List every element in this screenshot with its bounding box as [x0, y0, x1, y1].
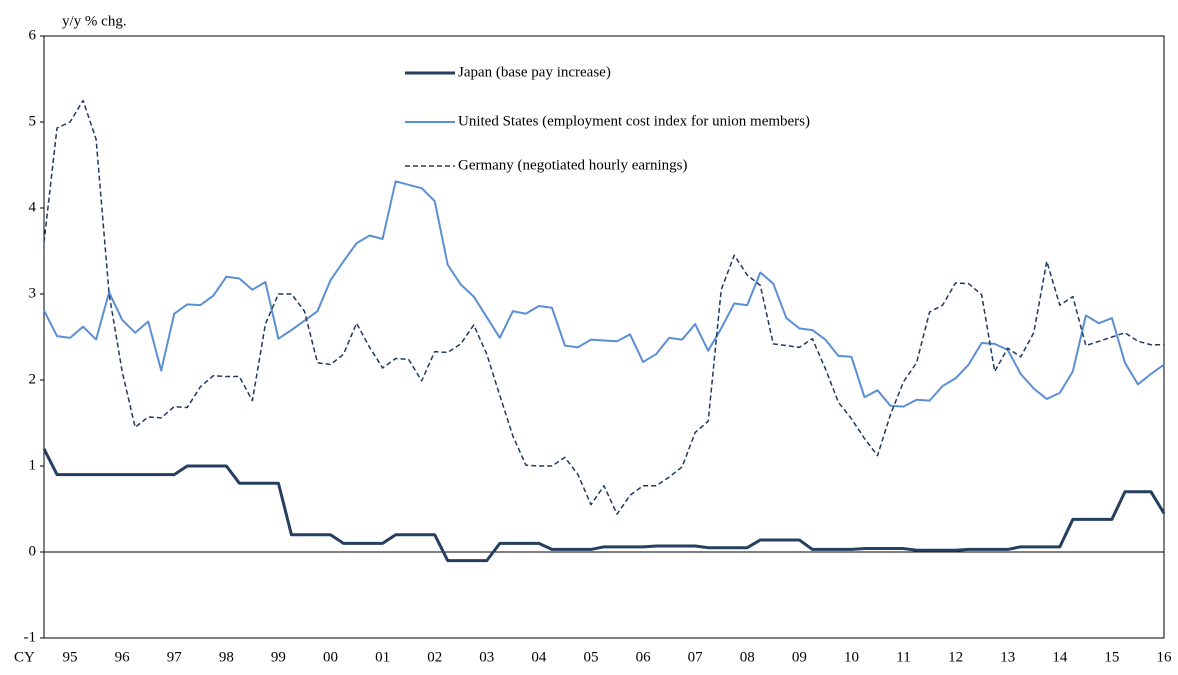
- x-axis-label: CY: [14, 649, 35, 665]
- x-tick-label: 02: [427, 649, 442, 665]
- x-tick-label: 01: [375, 649, 390, 665]
- series-line: [42, 448, 1166, 563]
- x-tick-label: 11: [896, 649, 910, 665]
- y-tick-label: 1: [29, 457, 37, 473]
- legend-label: Japan (base pay increase): [458, 64, 611, 80]
- y-tick-label: 4: [29, 199, 37, 215]
- x-tick-label: 10: [844, 649, 859, 665]
- x-tick-label: 03: [479, 649, 494, 665]
- series-line: [43, 180, 1165, 408]
- x-tick-label: 12: [948, 649, 963, 665]
- y-tick-label: 6: [29, 27, 37, 43]
- x-tick-label: 05: [583, 649, 598, 665]
- x-tick-label: 07: [688, 649, 704, 665]
- x-tick-label: 96: [115, 649, 131, 665]
- y-tick-label: 2: [29, 371, 37, 387]
- x-tick-label: 06: [636, 649, 652, 665]
- legend-label: United States (employment cost index for…: [458, 113, 810, 129]
- x-tick-label: 04: [531, 649, 547, 665]
- y-tick-label: -1: [24, 629, 37, 645]
- x-tick-label: 15: [1104, 649, 1119, 665]
- x-tick-label: 09: [792, 649, 807, 665]
- y-axis-label: y/y % chg.: [62, 13, 127, 29]
- x-tick-label: 08: [740, 649, 755, 665]
- x-tick-label: 16: [1157, 649, 1173, 665]
- legend-label: Germany (negotiated hourly earnings): [458, 157, 688, 173]
- x-tick-label: 14: [1052, 649, 1068, 665]
- x-tick-label: 00: [323, 649, 338, 665]
- x-tick-label: 13: [1000, 649, 1015, 665]
- y-tick-label: 5: [29, 113, 37, 129]
- y-tick-label: 0: [29, 543, 37, 559]
- series-line: [43, 99, 1164, 515]
- x-tick-label: 98: [219, 649, 234, 665]
- plot-frame: [43, 35, 1165, 639]
- x-tick-label: 95: [63, 649, 78, 665]
- x-tick-label: 97: [167, 649, 183, 665]
- y-tick-label: 3: [29, 285, 37, 301]
- x-tick-label: 99: [271, 649, 286, 665]
